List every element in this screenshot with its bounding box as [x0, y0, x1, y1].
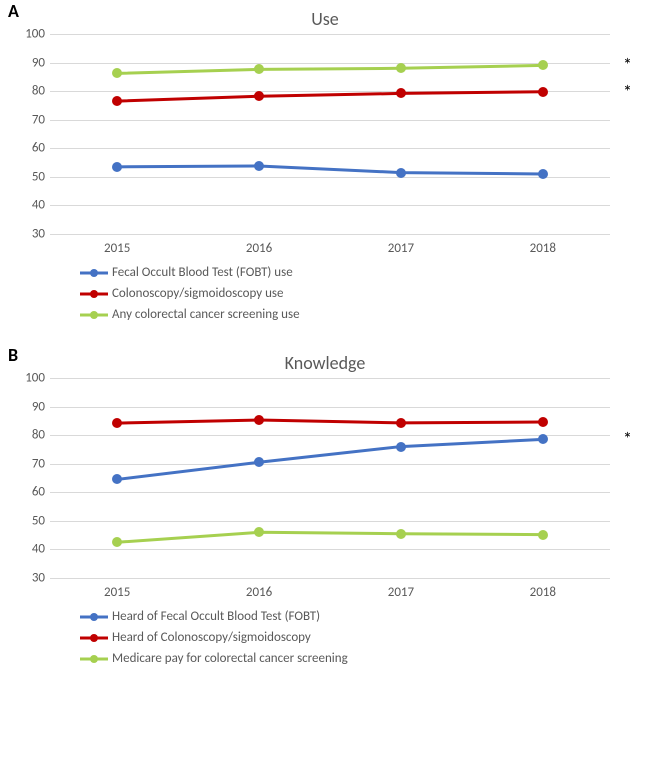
legend-row: Colonoscopy/sigmoidoscopy use — [80, 286, 650, 301]
legend-row: Any colorectal cancer screening use — [80, 307, 650, 322]
series-marker — [396, 529, 406, 539]
legend-row: Medicare pay for colorectal cancer scree… — [80, 651, 650, 666]
chart-title: Use — [0, 8, 650, 30]
ytick-label: 80 — [15, 84, 45, 99]
plot-area: 304050607080901002015201620172018** — [50, 34, 610, 235]
legend-swatch — [80, 653, 108, 665]
ytick-label: 40 — [15, 542, 45, 557]
series-marker — [254, 161, 264, 171]
xtick-label: 2017 — [388, 585, 414, 600]
xtick-label: 2015 — [104, 241, 130, 256]
plot-area: 304050607080901002015201620172018* — [50, 378, 610, 579]
ytick-label: 80 — [15, 428, 45, 443]
series-marker — [112, 96, 122, 106]
ytick-label: 50 — [15, 513, 45, 528]
ytick-label: 40 — [15, 198, 45, 213]
legend-swatch — [80, 267, 108, 279]
ytick-label: 100 — [15, 27, 45, 42]
series-marker — [254, 527, 264, 537]
xtick-label: 2016 — [246, 241, 272, 256]
legend-row: Heard of Colonoscopy/sigmoidoscopy — [80, 630, 650, 645]
xtick-label: 2017 — [388, 241, 414, 256]
legend-label: Colonoscopy/sigmoidoscopy use — [112, 286, 283, 301]
legend-item: Any colorectal cancer screening use — [80, 307, 300, 322]
ytick-label: 70 — [15, 456, 45, 471]
figure-root: AUse304050607080901002015201620172018**F… — [0, 0, 650, 666]
series-marker — [254, 91, 264, 101]
series-marker — [538, 417, 548, 427]
legend-label: Medicare pay for colorectal cancer scree… — [112, 651, 348, 666]
ytick-label: 30 — [15, 227, 45, 242]
xtick-label: 2016 — [246, 585, 272, 600]
ytick-label: 30 — [15, 571, 45, 586]
series-marker — [254, 457, 264, 467]
series-marker — [396, 63, 406, 73]
legend-label: Heard of Colonoscopy/sigmoidoscopy — [112, 630, 311, 645]
marker-layer — [50, 34, 610, 234]
legend-swatch — [80, 632, 108, 644]
xtick-label: 2018 — [530, 585, 556, 600]
series-marker — [538, 530, 548, 540]
legend-swatch — [80, 611, 108, 623]
series-marker — [112, 474, 122, 484]
legend-label: Any colorectal cancer screening use — [112, 307, 300, 322]
series-marker — [254, 64, 264, 74]
legend-item: Heard of Colonoscopy/sigmoidoscopy — [80, 630, 311, 645]
series-marker — [538, 434, 548, 444]
legend-row: Heard of Fecal Occult Blood Test (FOBT) — [80, 609, 650, 624]
series-marker — [112, 537, 122, 547]
ytick-label: 90 — [15, 399, 45, 414]
series-marker — [112, 68, 122, 78]
legend: Fecal Occult Blood Test (FOBT) use Colono… — [80, 265, 650, 322]
legend-label: Fecal Occult Blood Test (FOBT) use — [112, 265, 293, 280]
series-marker — [396, 168, 406, 178]
asterisk-marker: * — [623, 428, 632, 450]
legend-item: Heard of Fecal Occult Blood Test (FOBT) — [80, 609, 320, 624]
series-marker — [396, 442, 406, 452]
series-marker — [538, 87, 548, 97]
panel-label: B — [8, 344, 18, 366]
series-marker — [396, 88, 406, 98]
ytick-label: 100 — [15, 371, 45, 386]
ytick-label: 60 — [15, 485, 45, 500]
legend-swatch — [80, 309, 108, 321]
asterisk-marker: * — [623, 81, 632, 103]
series-marker — [396, 418, 406, 428]
series-marker — [112, 418, 122, 428]
marker-layer — [50, 378, 610, 578]
chart-panel-A: AUse304050607080901002015201620172018**F… — [0, 0, 650, 322]
legend-label: Heard of Fecal Occult Blood Test (FOBT) — [112, 609, 320, 624]
legend-row: Fecal Occult Blood Test (FOBT) use — [80, 265, 650, 280]
series-marker — [538, 60, 548, 70]
series-marker — [254, 415, 264, 425]
chart-panel-B: BKnowledge304050607080901002015201620172… — [0, 328, 650, 666]
ytick-label: 90 — [15, 55, 45, 70]
panel-label: A — [8, 0, 19, 22]
xtick-label: 2018 — [530, 241, 556, 256]
legend: Heard of Fecal Occult Blood Test (FOBT) H… — [80, 609, 650, 666]
legend-item: Colonoscopy/sigmoidoscopy use — [80, 286, 283, 301]
legend-item: Medicare pay for colorectal cancer scree… — [80, 651, 348, 666]
chart-title: Knowledge — [0, 352, 650, 374]
legend-item: Fecal Occult Blood Test (FOBT) use — [80, 265, 293, 280]
ytick-label: 70 — [15, 112, 45, 127]
ytick-label: 60 — [15, 141, 45, 156]
series-marker — [112, 162, 122, 172]
ytick-label: 50 — [15, 169, 45, 184]
series-marker — [538, 169, 548, 179]
asterisk-marker: * — [623, 54, 632, 76]
xtick-label: 2015 — [104, 585, 130, 600]
legend-swatch — [80, 288, 108, 300]
